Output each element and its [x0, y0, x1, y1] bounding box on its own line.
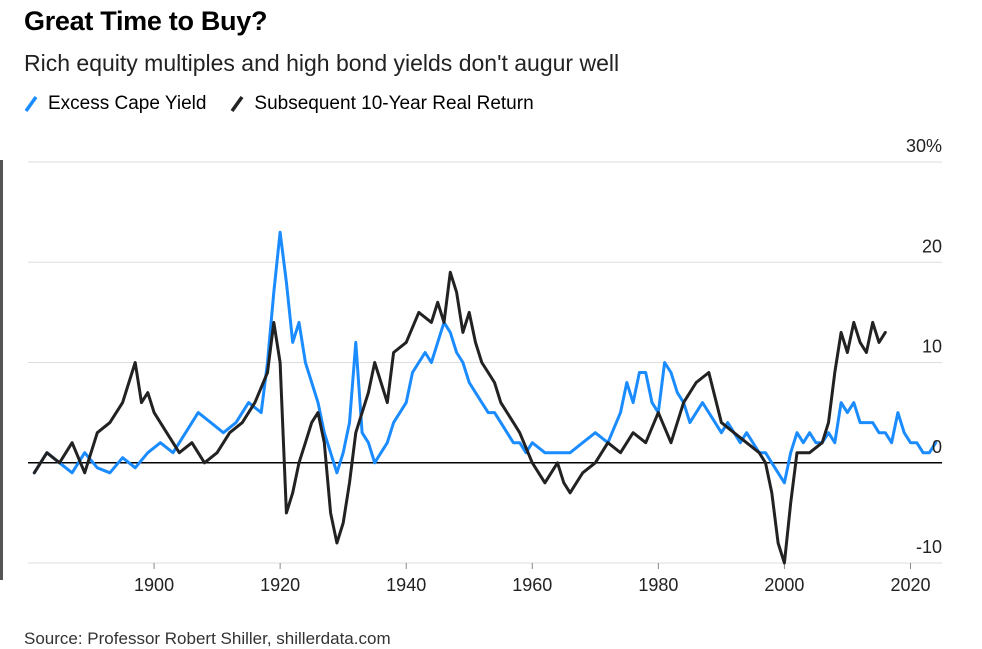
x-tick-label: 2000 [764, 575, 804, 595]
legend-item-subsequent-return: Subsequent 10-Year Real Return [230, 93, 534, 115]
x-tick-label: 2020 [890, 575, 930, 595]
series-layer [32, 230, 938, 565]
x-tick-label: 1980 [638, 575, 678, 595]
x-tick-label: 1940 [386, 575, 426, 595]
y-tick-label: 10 [922, 337, 942, 357]
series-line-subsequent-return [32, 270, 887, 565]
legend-swatch-black [230, 95, 244, 113]
legend-swatch-blue [24, 95, 38, 113]
x-tick-label: 1920 [260, 575, 300, 595]
chart-title: Great Time to Buy? [24, 6, 268, 36]
series-line-excess-cape-yield [32, 230, 938, 485]
legend: Excess Cape Yield Subsequent 10-Year Rea… [24, 93, 534, 115]
source-note: Source: Professor Robert Shiller, shille… [24, 629, 391, 648]
y-tick-label: 20 [922, 236, 942, 256]
x-tick-label: 1900 [134, 575, 174, 595]
y-tick-label: 30% [906, 136, 942, 156]
y-tick-label: 0 [932, 437, 942, 457]
left-edge-bar [0, 160, 3, 580]
legend-item-excess-cape-yield: Excess Cape Yield [24, 93, 206, 115]
tick-label-layer: -10 0 10 20 30% 1900 1920 1940 1960 1980 2000 2020 [134, 136, 942, 595]
legend-label-excess-cape-yield: Excess Cape Yield [48, 93, 207, 114]
chart-subtitle: Rich equity multiples and high bond yiel… [24, 50, 620, 76]
x-tick-label: 1960 [512, 575, 552, 595]
legend-label-subsequent-return: Subsequent 10-Year Real Return [254, 93, 534, 114]
y-tick-label: -10 [916, 537, 942, 557]
